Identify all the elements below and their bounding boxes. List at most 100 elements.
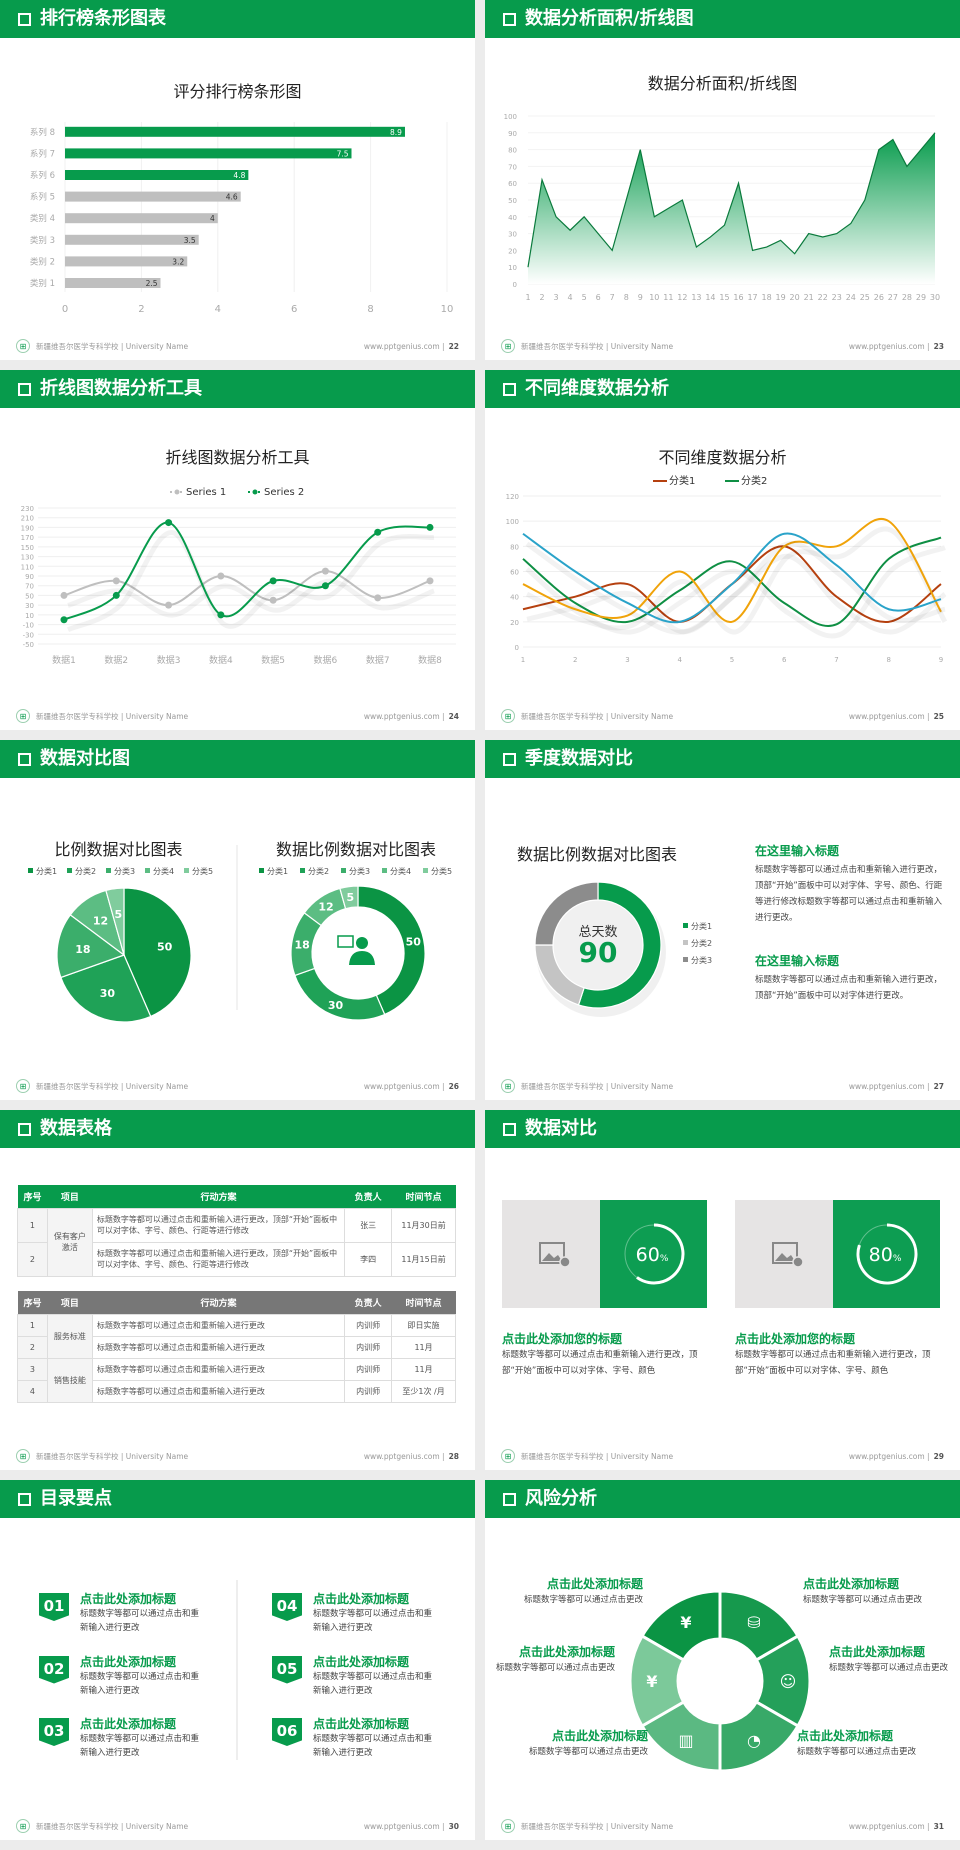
slide-title: 目录要点	[40, 1488, 112, 1509]
item-desc: 标题数字等都可以通过点击和重新输入进行更改	[80, 1671, 200, 1696]
legend-label: 分类4	[153, 866, 174, 876]
toc-item: 点击此处添加标题 标题数字等都可以通过点击和重新输入进行更改	[80, 1590, 205, 1635]
slide: 风险分析 ⊞ 新疆维吾尔医学专科学校 | University Name www.pp…	[485, 1480, 960, 1840]
item-desc: 标题数字等都可以通过点击和重新输入进行更改	[313, 1671, 433, 1696]
number-badge: 03	[39, 1718, 69, 1746]
data-point	[112, 591, 120, 599]
tick-label: 40	[510, 594, 519, 602]
school-name: 新疆维吾尔医学专科学校 | University Name	[36, 1451, 189, 1461]
legend-label: 分类5	[431, 866, 452, 876]
legend-swatch	[184, 868, 189, 873]
tick-label: 0	[513, 281, 517, 289]
building-icon: ▥	[678, 1731, 693, 1750]
item-desc: 标题数字等都可以通过点击更改	[523, 1595, 643, 1605]
number-badge: 02	[39, 1655, 69, 1684]
data-label: 4.8	[233, 171, 245, 180]
square-icon	[503, 1122, 516, 1136]
tick-label: 6	[291, 304, 297, 315]
page-number: 27	[933, 1081, 944, 1091]
area-fill	[528, 132, 935, 284]
cell-owner: 内训师	[344, 1335, 393, 1359]
footer-left: ⊞ 新疆维吾尔医学专科学校 | University Name	[16, 1079, 188, 1093]
tick-label: 3	[554, 293, 559, 302]
data-point	[321, 582, 329, 590]
school-name: 新疆维吾尔医学专科学校 | University Name	[36, 1821, 189, 1831]
site-url: www.pptgenius.com |	[848, 1081, 930, 1091]
column-header: 序号	[23, 1298, 42, 1309]
legend-label: 分类2	[75, 866, 96, 876]
block-text: 标题数字等都可以通过点击和重新输入进行更改，顶部“开始”面板中可以对字体、字号、…	[755, 865, 943, 923]
tick-label: 8	[887, 656, 891, 664]
series-line	[63, 521, 431, 621]
legend-label: 分类1	[669, 474, 695, 487]
footer-right: www.pptgenius.com | 24	[364, 712, 459, 721]
tick-label: 90	[508, 130, 517, 138]
data-point	[426, 577, 434, 585]
legend-swatch	[341, 868, 346, 873]
table-row: 1 保有客户激活 标题数字等都可以通过点击和重新输入进行更改，顶部“开始”面板中可以…	[17, 1207, 456, 1277]
pie-slice	[534, 881, 599, 946]
slide: 数据对比 ⊞ 新疆维吾尔医学专科学校 | University Name www.pp…	[485, 1110, 960, 1470]
category-label: 类别 3	[30, 235, 55, 246]
tick-label: 40	[508, 214, 517, 222]
add-image-icon	[539, 1242, 571, 1268]
tick-label: 190	[21, 524, 34, 532]
tick-label: 0	[62, 304, 68, 315]
cell-deadline: 至少1次 /月	[391, 1379, 456, 1403]
cell-index: 1	[17, 1313, 48, 1337]
slide-header: 数据对比	[485, 1110, 960, 1148]
toc-item: 点击此处添加标题 标题数字等都可以通过点击和重新输入进行更改	[313, 1590, 438, 1635]
footer-right: www.pptgenius.com | 31	[849, 1822, 944, 1831]
slide-header: 风险分析	[485, 1480, 960, 1518]
legend-swatch	[423, 868, 428, 873]
tick-label: 7	[834, 656, 838, 664]
page-number: 30	[448, 1821, 459, 1831]
column-header: 行动方案	[200, 1298, 237, 1309]
slide-title: 不同维度数据分析	[525, 378, 669, 399]
data-label: 50	[157, 941, 173, 954]
footer-left: ⊞ 新疆维吾尔医学专科学校 | University Name	[16, 339, 188, 353]
item-title: 点击此处添加标题	[80, 1717, 177, 1731]
cell-index: 3	[17, 1357, 48, 1381]
square-icon	[18, 382, 31, 396]
slide-header: 季度数据对比	[485, 740, 960, 778]
tick-label: 80	[508, 147, 517, 155]
school-logo-icon: ⊞	[16, 709, 30, 723]
school-name: 新疆维吾尔医学专科学校 | University Name	[36, 341, 189, 351]
cell-action: 标题数字等都可以通过点击和重新输入进行更改	[91, 1379, 346, 1403]
series-shadow	[66, 530, 435, 633]
table-header-row: 序号 项目 行动方案 负责人 时间节点	[17, 1185, 456, 1208]
cell-group: 服务标准	[46, 1313, 93, 1359]
tick-label: 120	[506, 493, 519, 501]
chart-title: 数据分析面积/折线图	[647, 74, 798, 93]
bar	[65, 148, 352, 159]
column-header: 负责人	[354, 1192, 382, 1203]
legend-label: 分类1	[36, 866, 57, 876]
text-block: 在这里输入标题 标题数字等都可以通过点击和重新输入进行更改，顶部“开始”面板中可以…	[755, 952, 945, 1004]
chart-canvas: 0 2 4 6 8 10 类别 1 2.5 类别 2 3.2 类别 3 3.5 类别 4 4 系列 5 4.6…	[30, 122, 453, 315]
cell-owner: 内训师	[344, 1379, 393, 1403]
tick-label: 50	[508, 197, 517, 205]
progress-arc	[856, 1223, 918, 1285]
site-url: www.pptgenius.com |	[848, 1451, 930, 1461]
slide-title: 排行榜条形图表	[40, 8, 166, 29]
column-header: 项目	[60, 1192, 79, 1203]
tick-label: -10	[23, 622, 34, 630]
page-number: 25	[933, 711, 944, 721]
item-title: 点击此处添加标题	[313, 1654, 410, 1669]
school-name: 新疆维吾尔医学专科学校 | University Name	[36, 1081, 189, 1091]
data-point	[60, 591, 68, 599]
pie-slice	[60, 954, 152, 1023]
tick-label: 10	[508, 264, 517, 272]
tick-label: 60	[510, 569, 519, 577]
money-bag-icon: ¥	[680, 1613, 691, 1632]
card-desc: 标题数字等都可以通过点击和重新输入进行更改，顶部“开始”面板中可以对字体、字号、…	[735, 1350, 931, 1376]
tick-label: 22	[818, 293, 828, 302]
slide-header: 折线图数据分析工具	[0, 370, 475, 408]
pie-slice	[123, 887, 192, 1018]
tick-label: 17	[747, 293, 757, 302]
data-point	[269, 577, 277, 585]
data-label: 5	[346, 891, 354, 904]
site-url: www.pptgenius.com |	[363, 1451, 445, 1461]
